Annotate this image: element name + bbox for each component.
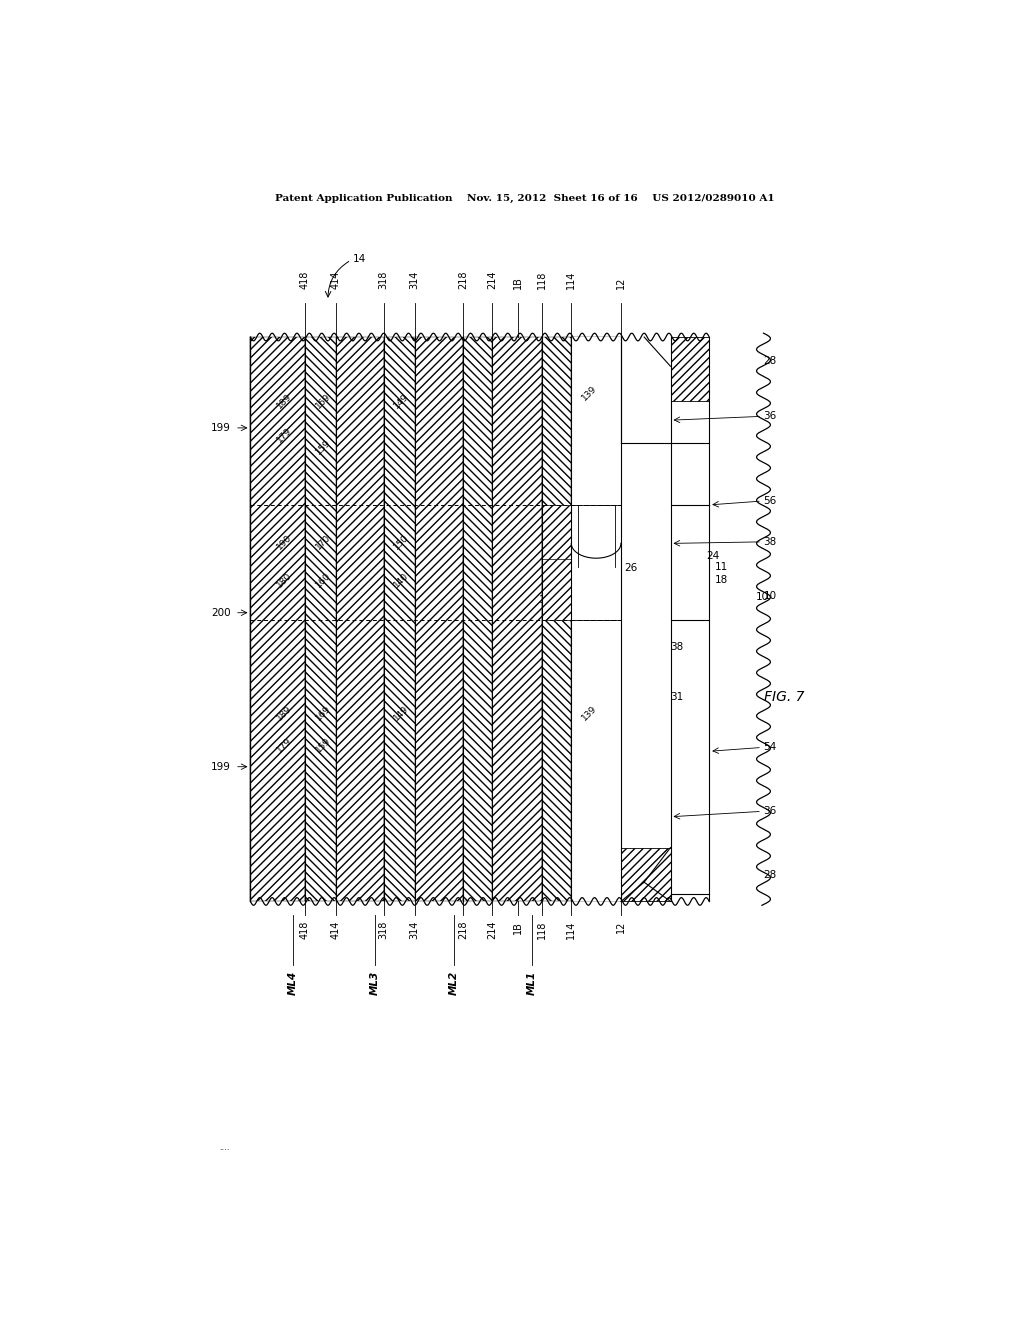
Text: 180: 180 [275,572,294,590]
Text: 179: 179 [275,735,294,755]
Text: 38: 38 [671,643,684,652]
Text: 414: 414 [331,271,341,289]
Text: 118: 118 [537,921,547,939]
Text: ML3: ML3 [371,970,380,995]
Text: 26: 26 [624,564,637,573]
Text: 28: 28 [764,356,777,366]
Bar [493,337,542,902]
Text: Patent Application Publication    Nov. 15, 2012  Sheet 16 of 16    US 2012/02890: Patent Application Publication Nov. 15, … [275,194,774,203]
Text: 139: 139 [580,704,598,722]
Bar [415,337,463,902]
Text: ....: .... [219,1143,230,1152]
Text: 418: 418 [300,271,309,289]
Text: 314: 314 [410,921,420,939]
Text: 36: 36 [764,412,777,421]
Bar [571,337,621,506]
Bar [336,337,384,902]
Text: 36: 36 [764,807,777,816]
Bar [384,337,415,902]
Text: FIG. 7: FIG. 7 [764,690,804,705]
Text: 114: 114 [566,921,577,939]
Text: 139: 139 [580,384,598,403]
Text: ML1: ML1 [526,970,537,995]
Bar [542,558,571,620]
Bar [463,337,493,902]
Text: 169: 169 [314,704,333,722]
Text: 118: 118 [537,271,547,289]
Text: 189: 189 [275,392,294,411]
Text: 56: 56 [764,496,777,506]
Text: 117: 117 [539,594,559,605]
Text: 214: 214 [487,921,498,940]
Text: 54: 54 [764,742,777,752]
Text: 418: 418 [300,921,309,939]
Bar [621,337,671,444]
Text: 140: 140 [391,572,410,590]
Text: 190: 190 [275,532,294,552]
Text: 179: 179 [275,426,294,445]
Text: 31: 31 [671,693,684,702]
Text: 1B: 1B [513,276,523,289]
Text: 1B: 1B [513,921,523,933]
Text: 314: 314 [410,271,420,289]
Text: 114: 114 [566,271,577,289]
Text: 169: 169 [314,392,333,411]
Text: 10: 10 [756,593,769,602]
Text: 218: 218 [458,271,468,289]
Bar [542,337,571,902]
Bar [671,337,710,401]
Text: 414: 414 [331,921,341,939]
Text: 14: 14 [352,253,366,264]
Bar [542,504,571,566]
Text: 149: 149 [391,704,410,722]
Text: ML4: ML4 [288,970,298,995]
Text: 28: 28 [764,870,777,879]
Text: 199: 199 [211,422,231,433]
Text: 318: 318 [379,921,389,939]
Text: 38: 38 [764,537,777,546]
Text: 159: 159 [314,735,333,755]
Text: 12: 12 [615,277,626,289]
Bar [621,847,671,902]
Text: ML2: ML2 [449,970,459,995]
Text: 11: 11 [715,561,728,572]
Text: 10: 10 [764,591,776,601]
Text: 149: 149 [391,392,410,411]
Text: 18: 18 [715,576,728,585]
Text: 200: 200 [211,607,231,618]
Text: 160: 160 [314,572,333,590]
Text: 214: 214 [487,271,498,289]
Text: 189: 189 [275,704,294,722]
Text: 150: 150 [391,532,410,552]
Text: 170: 170 [314,532,333,552]
Text: 159: 159 [314,438,333,457]
Text: 318: 318 [379,271,389,289]
Text: 199: 199 [211,762,231,772]
Bar [571,620,621,902]
Text: 24: 24 [707,552,720,561]
Bar [621,337,671,401]
Bar [571,506,621,620]
Text: 12: 12 [615,921,626,933]
Bar [305,337,336,902]
Bar [251,337,305,902]
Text: 218: 218 [458,921,468,940]
Bar [571,337,621,902]
